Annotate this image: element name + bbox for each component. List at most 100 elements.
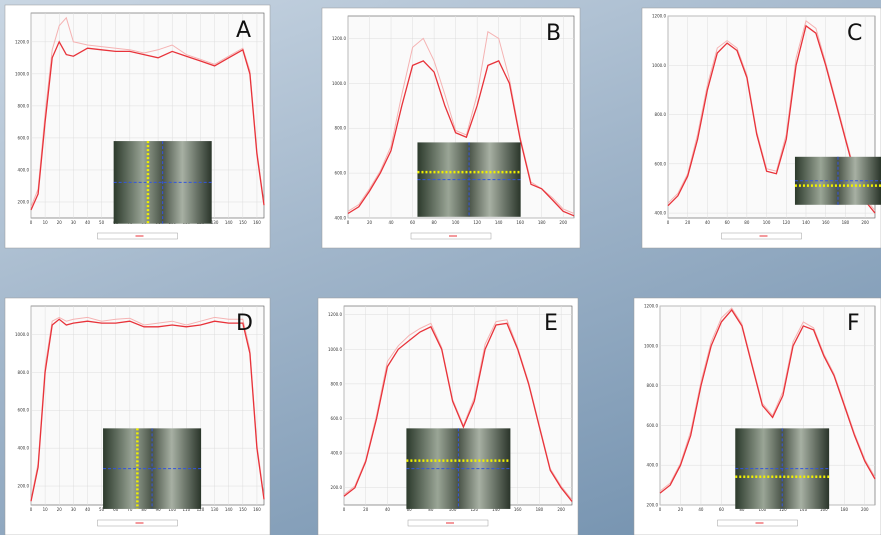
x-tick-label: 180	[536, 507, 544, 512]
panel-label: E	[544, 311, 558, 336]
y-tick-label: 1000.0	[15, 71, 29, 76]
panel-label: B	[546, 21, 561, 46]
x-tick-label: 20	[57, 507, 63, 512]
x-tick-label: 140	[225, 507, 233, 512]
y-tick-label: 800.0	[18, 103, 30, 108]
y-tick-label: 1000.0	[328, 347, 342, 352]
x-tick-label: 40	[85, 507, 91, 512]
panel-label: D	[236, 311, 253, 336]
y-tick-label: 600.0	[18, 135, 30, 140]
x-tick-label: 40	[389, 220, 395, 225]
x-tick-label: 0	[347, 220, 350, 225]
x-tick-label: 40	[385, 507, 391, 512]
x-tick-label: 160	[822, 220, 830, 225]
x-tick-label: 50	[99, 220, 105, 225]
x-tick-label: 160	[253, 220, 261, 225]
x-tick-label: 120	[473, 220, 481, 225]
x-tick-label: 60	[725, 220, 731, 225]
x-tick-label: 140	[802, 220, 810, 225]
x-tick-label: 20	[678, 507, 684, 512]
y-tick-label: 200.0	[647, 503, 659, 508]
x-tick-label: 20	[57, 220, 63, 225]
x-tick-label: 100	[763, 220, 771, 225]
y-tick-label: 200.0	[18, 484, 30, 489]
y-tick-label: 1200.0	[652, 14, 666, 19]
y-tick-label: 1200.0	[328, 312, 342, 317]
y-tick-label: 600.0	[655, 161, 667, 166]
x-tick-label: 180	[842, 220, 850, 225]
x-tick-label: 0	[30, 220, 33, 225]
y-tick-label: 600.0	[335, 171, 347, 176]
chart-panel: 200.0400.0600.0800.01000.001020304050607…	[5, 298, 270, 535]
x-tick-label: 160	[516, 220, 524, 225]
y-tick-label: 400.0	[647, 463, 659, 468]
y-tick-label: 1200.0	[332, 36, 346, 41]
x-tick-label: 0	[343, 507, 346, 512]
y-tick-label: 800.0	[18, 370, 30, 375]
x-tick-label: 80	[744, 220, 750, 225]
x-tick-label: 10	[43, 220, 49, 225]
x-tick-label: 10	[43, 507, 49, 512]
x-tick-label: 0	[659, 507, 662, 512]
x-tick-label: 20	[367, 220, 373, 225]
x-tick-label: 20	[685, 220, 691, 225]
x-tick-label: 160	[253, 507, 261, 512]
y-tick-label: 400.0	[18, 167, 30, 172]
x-tick-label: 140	[495, 220, 503, 225]
panel-label: F	[847, 311, 860, 336]
panel-label: C	[847, 21, 862, 46]
y-tick-label: 600.0	[18, 408, 30, 413]
y-tick-label: 800.0	[647, 383, 659, 388]
y-tick-label: 1000.0	[332, 81, 346, 86]
x-tick-label: 160	[514, 507, 522, 512]
x-tick-label: 100	[452, 220, 460, 225]
y-tick-label: 800.0	[335, 126, 347, 131]
chart-panel: 200.0 400.0 600.0 800.0 1000.0 1200.0 0 10 20 30 4…	[5, 5, 270, 248]
page: {"chart_data":[ {"type":"line","label":"…	[0, 0, 881, 535]
x-tick-label: 60	[410, 220, 416, 225]
y-tick-label: 200.0	[18, 199, 30, 204]
y-tick-label: 1000.0	[652, 63, 666, 68]
y-tick-label: 1200.0	[15, 39, 29, 44]
x-tick-label: 140	[225, 220, 233, 225]
panel-label: A	[236, 18, 251, 43]
x-tick-label: 200	[559, 220, 567, 225]
x-tick-label: 130	[211, 220, 219, 225]
chart-panel: 400.0 600.0 800.0 1000.0 1200.0 0 20 40 60 80 100 1…	[642, 8, 881, 248]
chart-panel: 400.0 600.0 800.0 1000.0 1200.0 0 20 40 60 80 100 1…	[322, 8, 580, 248]
x-tick-label: 180	[538, 220, 546, 225]
y-tick-label: 600.0	[647, 423, 659, 428]
x-tick-label: 40	[698, 507, 704, 512]
x-tick-label: 150	[239, 220, 247, 225]
slide: 200.0 400.0 600.0 800.0 1000.0 1200.0 0 10 20 30 4…	[0, 0, 881, 535]
x-tick-label: 0	[30, 507, 33, 512]
y-tick-label: 200.0	[331, 485, 343, 490]
y-tick-label: 400.0	[331, 451, 343, 456]
x-tick-label: 180	[840, 507, 848, 512]
x-tick-label: 0	[667, 220, 670, 225]
x-tick-label: 200	[861, 507, 869, 512]
x-tick-label: 20	[363, 507, 369, 512]
x-tick-label: 40	[85, 220, 91, 225]
x-tick-label: 80	[432, 220, 438, 225]
y-tick-label: 800.0	[331, 381, 343, 386]
y-tick-label: 1000.0	[15, 332, 29, 337]
x-tick-label: 150	[239, 507, 247, 512]
y-tick-label: 400.0	[18, 446, 30, 451]
y-tick-label: 400.0	[655, 211, 667, 216]
y-tick-label: 600.0	[331, 416, 343, 421]
x-tick-label: 30	[71, 507, 77, 512]
x-tick-label: 130	[211, 507, 219, 512]
x-tick-label: 60	[719, 507, 725, 512]
x-tick-label: 30	[71, 220, 77, 225]
x-tick-label: 40	[705, 220, 711, 225]
y-tick-label: 800.0	[655, 112, 667, 117]
y-tick-label: 400.0	[335, 216, 347, 221]
x-tick-label: 200	[861, 220, 869, 225]
x-tick-label: 200	[557, 507, 565, 512]
x-tick-label: 120	[782, 220, 790, 225]
y-tick-label: 1000.0	[644, 343, 658, 348]
y-tick-label: 1200.0	[644, 304, 658, 309]
